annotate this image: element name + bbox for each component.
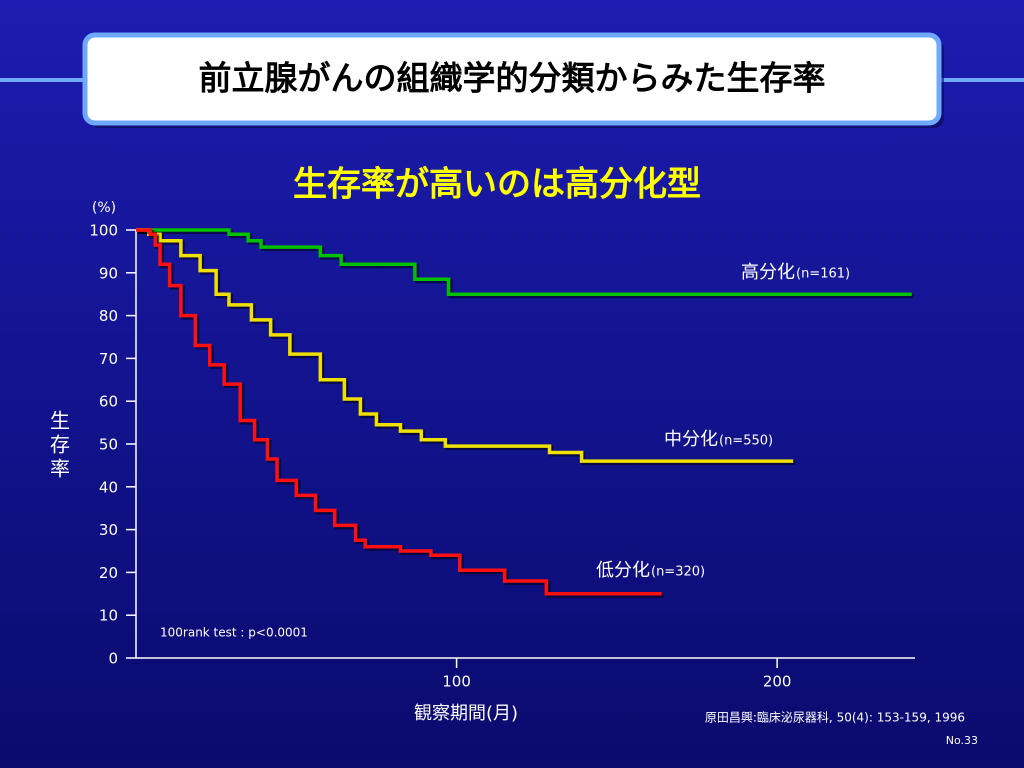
slide-title: 前立腺がんの組織学的分類からみた生存率: [199, 59, 826, 98]
x-tick-label: 100: [442, 673, 471, 691]
y-tick-label: 50: [99, 436, 118, 454]
survival-curve-shadow: [138, 230, 796, 466]
series-n-label: (n=161): [796, 267, 850, 282]
page-number: No.33: [946, 734, 978, 747]
y-tick-label: 20: [99, 564, 118, 582]
y-tick-label: 60: [99, 393, 118, 411]
survival-curve-shadow: [138, 230, 914, 299]
y-tick-label: 10: [99, 607, 118, 625]
annotation: 100rank test : p<0.0001: [160, 626, 308, 640]
survival-curve: [136, 228, 912, 296]
source: 原田昌興:臨床泌尿器科, 50(4): 153-159, 1996: [705, 711, 965, 725]
series-n-label: (n=550): [719, 434, 773, 449]
series-label: 低分化: [596, 560, 650, 581]
series-label: 中分化: [664, 429, 718, 450]
y-tick-label: 100: [89, 222, 118, 240]
survival-curve: [136, 228, 662, 596]
title-box: [82, 32, 942, 126]
y-tick-label: 80: [99, 307, 118, 325]
y-tick-label: 70: [99, 350, 118, 368]
subtitle: 生存率が高いのは高分化型: [293, 165, 701, 205]
y-axis-label: 生存率: [47, 410, 71, 482]
x-tick-label: 200: [763, 673, 792, 691]
y-tick-label: 40: [99, 478, 118, 496]
series-n-label: (n=320): [651, 565, 705, 580]
survival-curve: [136, 228, 794, 463]
y-tick-label: 30: [99, 521, 118, 539]
x-axis-label: 観察期間(月): [414, 703, 518, 724]
y-tick-label: 0: [108, 650, 118, 668]
y-unit: (%): [92, 200, 116, 216]
y-tick-label: 90: [99, 264, 118, 282]
series-label: 高分化: [741, 262, 795, 283]
